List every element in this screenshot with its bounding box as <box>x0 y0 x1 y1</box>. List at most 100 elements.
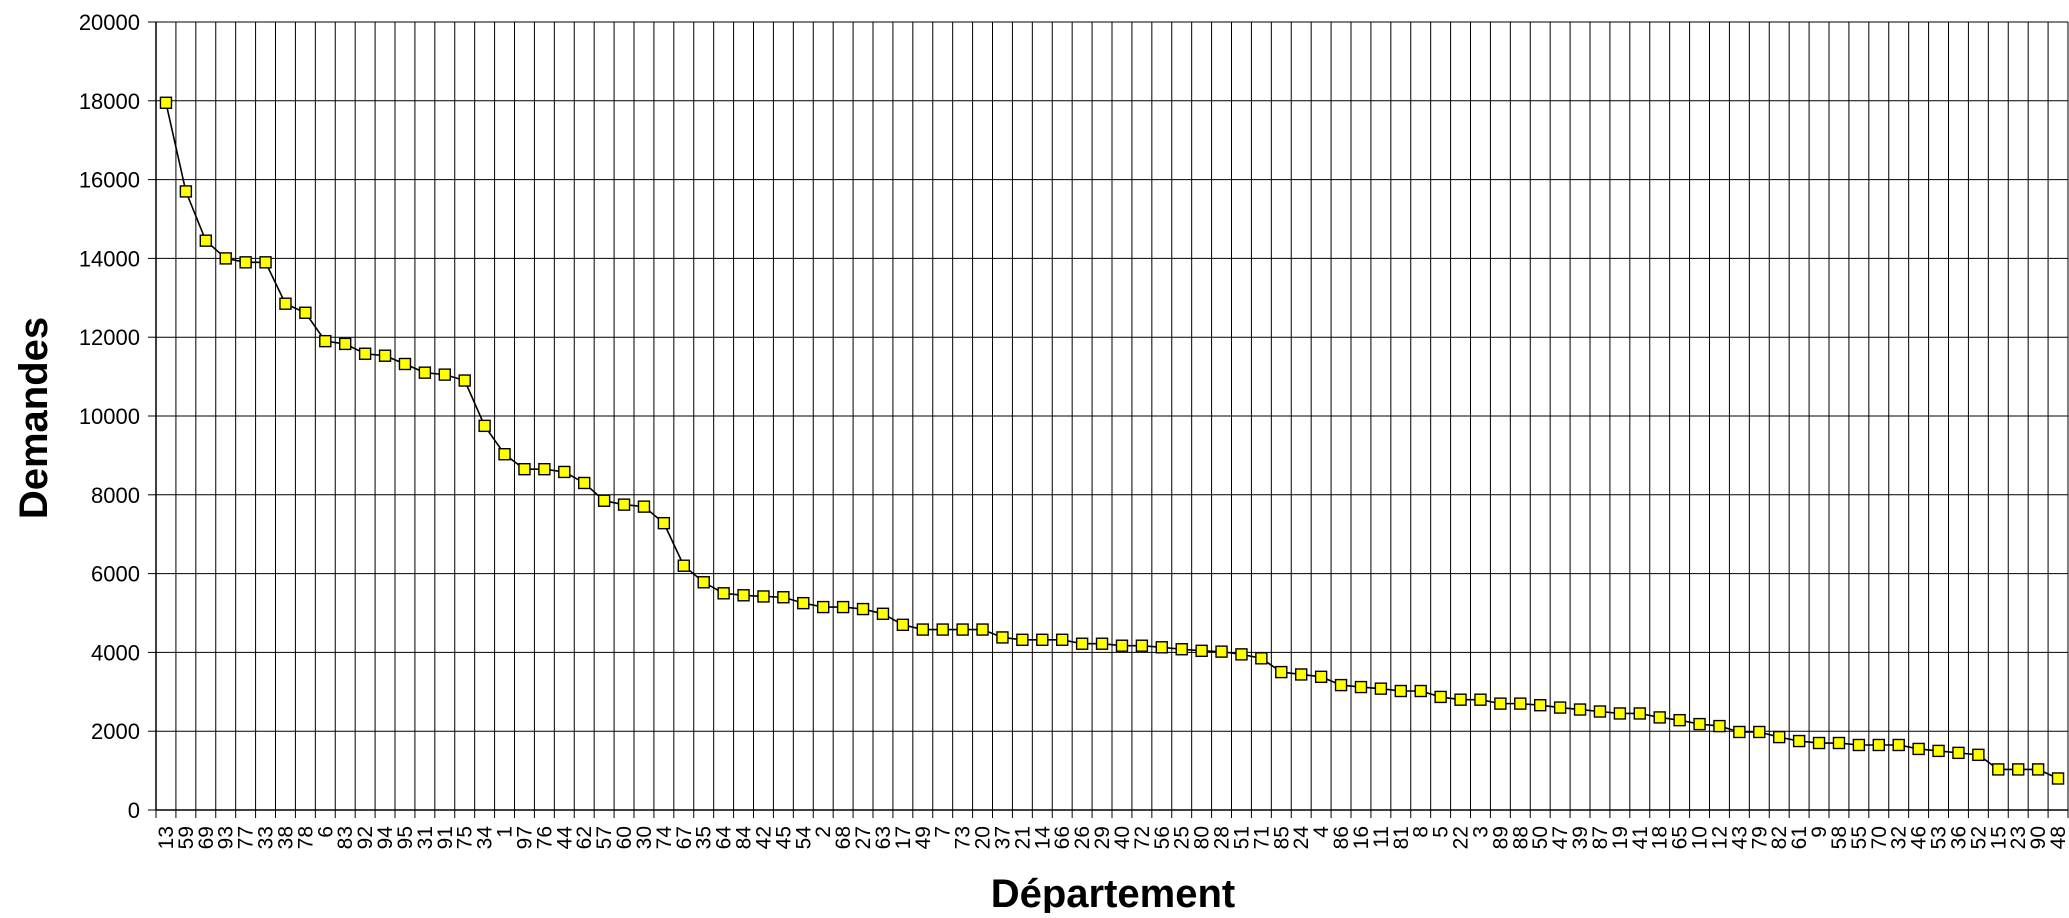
x-tick-label: 77 <box>235 826 258 849</box>
x-tick-label: 39 <box>1569 826 1592 849</box>
x-tick-label: 15 <box>1987 826 2010 849</box>
x-tick-label: 26 <box>1071 826 1094 849</box>
data-point <box>637 500 651 513</box>
data-point <box>578 476 591 490</box>
data-point <box>319 334 332 348</box>
data-point <box>677 559 690 572</box>
x-tick-label: 17 <box>892 826 915 849</box>
x-tick-labels: 1359699377333878683929495319175341977644… <box>155 826 2069 850</box>
x-tick-label: 70 <box>1868 826 1891 849</box>
x-tick-label: 16 <box>1350 826 1373 849</box>
data-point <box>1693 717 1706 731</box>
x-tick-label: 47 <box>1549 826 1572 849</box>
data-point <box>498 448 511 461</box>
data-point <box>1952 746 1965 760</box>
data-point <box>1374 682 1388 695</box>
data-point <box>199 234 212 247</box>
data-point <box>936 623 949 636</box>
x-tick-label: 60 <box>613 826 636 849</box>
x-tick-label: 84 <box>733 826 756 850</box>
data-point <box>1852 738 1866 752</box>
y-tick-label: 20000 <box>79 10 140 35</box>
data-point <box>1892 738 1905 752</box>
x-tick-label: 52 <box>1967 826 1990 849</box>
x-tick-label: 23 <box>2007 826 2030 849</box>
x-tick-label: 86 <box>1330 826 1353 849</box>
data-point <box>1713 719 1726 733</box>
x-tick-label: 10 <box>1689 826 1712 849</box>
data-point <box>836 600 850 614</box>
series <box>159 96 2065 785</box>
y-tick-label: 8000 <box>91 483 140 508</box>
y-tick-label: 12000 <box>79 325 140 350</box>
data-point <box>1534 698 1547 712</box>
x-tick-label: 11 <box>1370 826 1393 848</box>
x-tick-label: 29 <box>1091 826 1114 849</box>
x-tick-label: 19 <box>1609 826 1632 849</box>
y-axis-title: Demandes <box>12 317 56 519</box>
data-point <box>299 306 312 319</box>
x-tick-label: 93 <box>215 826 238 849</box>
x-tick-label: 76 <box>533 826 556 849</box>
y-tick-label: 16000 <box>79 168 140 193</box>
x-tick-label: 69 <box>195 826 218 849</box>
x-tick-label: 43 <box>1728 826 1751 849</box>
data-point <box>159 96 173 109</box>
data-point <box>179 185 193 198</box>
y-tick-label: 0 <box>128 798 140 823</box>
x-tick-label: 45 <box>772 826 795 849</box>
x-tick-label: 49 <box>912 826 935 849</box>
x-tick-label: 55 <box>1848 826 1871 849</box>
data-point <box>1992 763 2005 776</box>
data-point <box>1514 697 1527 710</box>
data-point <box>478 419 491 433</box>
x-tick-label: 13 <box>155 826 178 849</box>
x-tick-label: 5 <box>1430 826 1453 838</box>
x-tick-label: 95 <box>394 826 417 849</box>
x-tick-label: 36 <box>1947 826 1970 849</box>
data-point <box>717 587 730 600</box>
data-point <box>1494 697 1507 710</box>
data-point <box>378 349 392 362</box>
x-tick-label: 3 <box>1469 826 1492 838</box>
x-tick-label: 83 <box>334 826 357 849</box>
data-point <box>279 297 292 310</box>
data-point <box>1215 645 1228 658</box>
data-point <box>2031 763 2045 776</box>
data-point <box>219 252 232 265</box>
x-tick-label: 2 <box>812 826 835 838</box>
data-point <box>1733 725 1746 739</box>
data-point <box>558 465 571 479</box>
data-point <box>617 498 631 511</box>
data-point <box>1673 713 1686 727</box>
x-tick-label: 40 <box>1111 826 1134 849</box>
y-tick-label: 14000 <box>79 246 140 271</box>
x-tick-label: 6 <box>314 826 337 838</box>
data-point <box>1414 684 1427 698</box>
data-point <box>916 623 929 636</box>
x-tick-label: 9 <box>1808 826 1831 838</box>
x-tick-label: 4 <box>1310 826 1333 838</box>
data-point <box>1653 711 1666 724</box>
data-point <box>1454 693 1467 706</box>
data-point <box>1872 738 1885 752</box>
x-tick-label: 61 <box>1788 826 1811 849</box>
data-point <box>1972 748 1985 762</box>
data-point <box>518 462 531 476</box>
x-tick-label: 97 <box>513 826 536 849</box>
x-tick-label: 37 <box>991 826 1014 849</box>
x-tick-label: 38 <box>274 826 297 849</box>
data-point <box>1553 701 1567 714</box>
x-tick-label: 14 <box>1031 826 1054 850</box>
x-tick-label: 46 <box>1908 826 1931 849</box>
data-point <box>1474 693 1487 706</box>
y-tick-label: 6000 <box>91 562 140 587</box>
x-tick-label: 35 <box>693 826 716 849</box>
data-point <box>1912 742 1925 756</box>
data-point <box>358 347 372 360</box>
x-tick-label: 50 <box>1529 826 1552 849</box>
data-point <box>1593 705 1607 718</box>
data-point <box>239 256 252 269</box>
data-point <box>1016 633 1029 646</box>
